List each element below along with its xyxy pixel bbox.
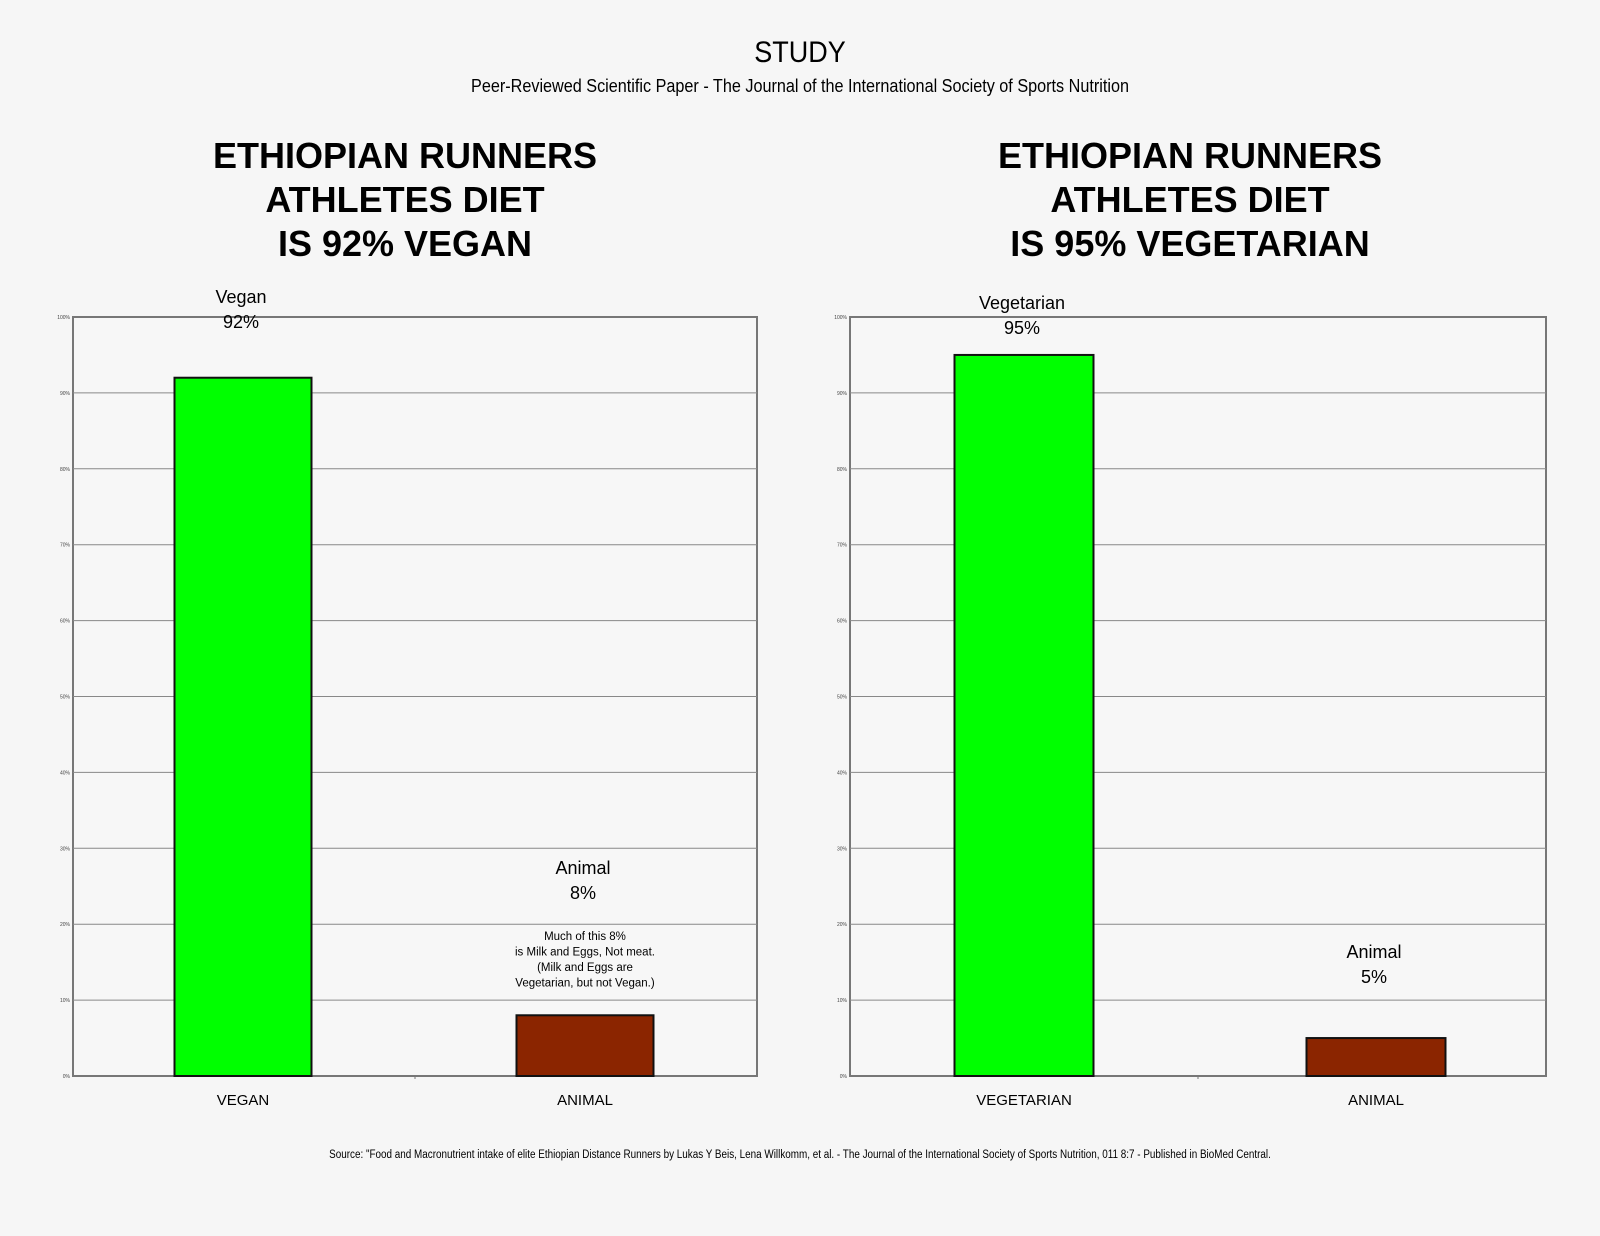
chart-title-line: IS 95% VEGETARIAN	[1010, 223, 1370, 264]
y-tick-label: 10%	[60, 998, 71, 1004]
y-tick-label: 100%	[57, 315, 70, 321]
y-tick-label: 50%	[60, 695, 71, 701]
page-title: STUDY	[754, 36, 846, 69]
chart-title-line: ATHLETES DIET	[1050, 179, 1330, 220]
annotation-line: (Milk and Eggs are	[537, 962, 633, 974]
chart-title-line: ATHLETES DIET	[265, 179, 545, 220]
source-citation: Source: "Food and Macronutrient intake o…	[329, 1149, 1271, 1161]
bar-vegan	[173, 376, 313, 1078]
chart-title-line: IS 92% VEGAN	[277, 223, 533, 264]
annotation-line: Much of this 8%	[544, 931, 626, 943]
data-label-value: 92%	[223, 312, 259, 332]
chart-title-line: ETHIOPIAN RUNNERS	[212, 135, 598, 176]
x-category-label: VEGAN	[217, 1092, 270, 1109]
y-tick-label: 40%	[60, 770, 71, 776]
x-category-label: ANIMAL	[557, 1092, 613, 1109]
y-tick-label: 20%	[60, 922, 71, 928]
y-tick-label: 80%	[60, 467, 71, 473]
annotation-line: Vegetarian, but not Vegan.)	[515, 978, 655, 990]
chart-title-line: ETHIOPIAN RUNNERS	[997, 135, 1383, 176]
annotation-line: is Milk and Eggs, Not meat.	[515, 947, 655, 959]
data-label-value: 8%	[570, 883, 596, 903]
y-tick-label: 70%	[60, 543, 71, 549]
page-subtitle: Peer-Reviewed Scientific Paper - The Jou…	[471, 76, 1129, 96]
y-tick-label: 0%	[63, 1074, 71, 1080]
bar-animal	[515, 1014, 655, 1078]
chart-title-left: ETHIOPIAN RUNNERS ATHLETES DIET IS 92% V…	[125, 134, 685, 266]
y-tick-label: 30%	[60, 846, 71, 852]
y-tick-label: 90%	[60, 391, 71, 397]
chart-title-right: ETHIOPIAN RUNNERS ATHLETES DIET IS 95% V…	[910, 134, 1470, 266]
data-label-name: Animal	[555, 858, 610, 878]
data-label-name: Vegan	[215, 287, 266, 307]
y-tick-label: 60%	[60, 619, 71, 625]
